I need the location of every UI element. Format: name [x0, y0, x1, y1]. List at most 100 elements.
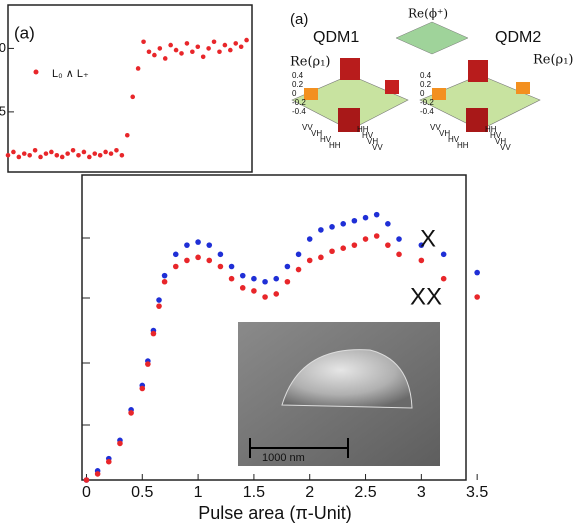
- basis-label: HV: [362, 131, 374, 140]
- basis-label: VH: [495, 137, 506, 146]
- data-point: [103, 149, 108, 155]
- x-tick-label: 1: [194, 484, 203, 501]
- data-point: [295, 251, 302, 258]
- x-tick-label: 0.5: [131, 484, 153, 501]
- data-point: [306, 236, 313, 242]
- data-point: [206, 242, 213, 248]
- inset-image: 1000 nm: [238, 322, 440, 466]
- data-point: [43, 151, 49, 156]
- data-point: [284, 263, 291, 270]
- matrix-label: Re(ρ₁): [290, 55, 330, 70]
- data-point: [65, 151, 70, 156]
- data-point: [340, 221, 347, 227]
- x-tick-label: 0: [82, 484, 91, 501]
- matrix-bar: [432, 88, 446, 100]
- data-point: [206, 257, 213, 264]
- data-point: [262, 278, 268, 285]
- x-tick-label: 3.5: [466, 484, 488, 501]
- legend-label: L₀ ∧ L₊: [52, 68, 89, 80]
- series-label: XX: [410, 283, 442, 310]
- data-point: [139, 385, 146, 392]
- data-point: [190, 49, 195, 55]
- data-point: [329, 248, 335, 255]
- data-point: [217, 251, 224, 258]
- data-point: [373, 233, 380, 239]
- basis-label: HV: [490, 131, 502, 140]
- data-point: [211, 39, 217, 45]
- data-point: [119, 153, 125, 158]
- matrix-bar: [468, 60, 488, 82]
- data-point: [273, 291, 280, 297]
- z-tick-label: 0.2: [420, 80, 432, 89]
- data-point: [105, 458, 112, 465]
- data-point: [152, 52, 157, 58]
- data-point: [150, 330, 157, 337]
- matrix-bar: [340, 58, 360, 80]
- series-label: X: [420, 225, 436, 252]
- data-point: [474, 269, 480, 276]
- data-point: [70, 147, 76, 153]
- data-point: [295, 266, 302, 273]
- data-point: [184, 41, 190, 46]
- data-point: [217, 49, 222, 55]
- data-point: [318, 227, 324, 233]
- data-point: [251, 288, 257, 294]
- y-ticks: [82, 237, 90, 426]
- data-point: [108, 151, 114, 156]
- data-point: [385, 221, 391, 227]
- data-point: [184, 257, 190, 264]
- x-tick-label: 2: [305, 484, 314, 501]
- data-point: [217, 263, 224, 270]
- data-point: [222, 42, 228, 48]
- data-point: [172, 263, 179, 270]
- basis-label: VV: [430, 123, 441, 132]
- data-point: [161, 278, 168, 285]
- data-point: [228, 263, 235, 270]
- data-point: [184, 242, 190, 248]
- data-point: [5, 153, 11, 158]
- data-point: [11, 149, 16, 155]
- data-point: [233, 41, 239, 46]
- panel-label: (a): [14, 23, 35, 42]
- data-point: [195, 239, 201, 245]
- z-tick-label: 0.4: [292, 71, 304, 80]
- data-point: [440, 275, 447, 282]
- data-point: [362, 214, 369, 221]
- data-point: [87, 154, 92, 160]
- data-point: [161, 272, 168, 279]
- data-point: [396, 236, 402, 242]
- data-point: [206, 46, 211, 51]
- legend-marker: [33, 69, 39, 75]
- data-point: [124, 132, 130, 138]
- data-point: [418, 242, 425, 248]
- basis-label: HH: [485, 125, 497, 134]
- data-point: [97, 153, 103, 158]
- data-point: [329, 224, 335, 230]
- x-tick-label: 3: [417, 484, 426, 501]
- data-point: [418, 257, 425, 264]
- matrix-label: Re(ϕ⁺): [408, 7, 448, 21]
- data-point: [440, 251, 447, 258]
- data-point: [173, 47, 179, 53]
- matrix-bar: [516, 82, 530, 94]
- data-point: [157, 46, 163, 51]
- data-point: [156, 303, 162, 309]
- data-point: [238, 44, 244, 50]
- matrix-bar: [338, 108, 360, 132]
- data-point: [27, 153, 32, 158]
- x-tick-label: 2.5: [354, 484, 376, 501]
- data-point: [146, 49, 152, 55]
- data-point: [351, 217, 358, 224]
- y-tick-label: 5: [0, 103, 6, 118]
- data-point: [351, 242, 358, 248]
- data-point: [244, 37, 249, 43]
- data-point: [318, 254, 324, 261]
- z-tick-label: 0: [292, 89, 297, 98]
- data-point: [168, 42, 173, 48]
- data-point: [273, 275, 280, 282]
- basis-label: HV: [448, 135, 460, 144]
- data-point: [141, 39, 146, 45]
- data-point: [92, 151, 98, 156]
- panel-title: QDM2: [495, 29, 541, 46]
- y-tick-label: 0: [0, 40, 6, 55]
